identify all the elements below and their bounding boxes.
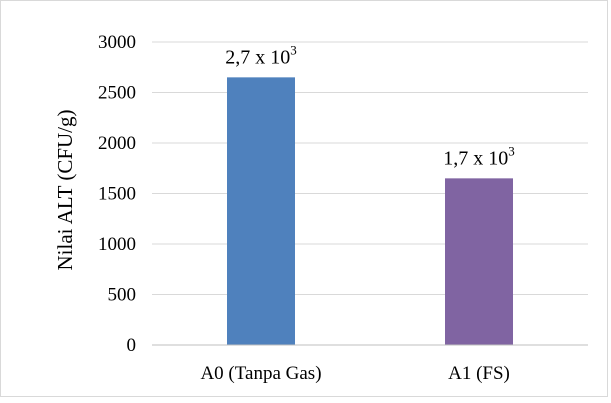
data-label: 1,7 x 103 <box>443 143 515 169</box>
y-tick-label: 0 <box>127 335 137 356</box>
bar-2 <box>445 178 513 345</box>
y-tick-label: 500 <box>108 285 137 306</box>
bars <box>227 77 513 345</box>
y-tick-label: 1000 <box>98 234 136 255</box>
data-label-exponent: 3 <box>508 143 515 158</box>
data-label-base: 2,7 x 10 <box>225 46 290 68</box>
x-category-label: A1 (FS) <box>448 363 510 384</box>
bar-1 <box>227 77 295 345</box>
data-label: 2,7 x 103 <box>225 42 297 68</box>
labels: 0 500 1000 1500 2000 2500 3000 A0 (Tanpa Gas) 2,… <box>98 32 515 384</box>
y-tick-label: 3000 <box>98 32 136 53</box>
y-tick-label: 2000 <box>98 133 136 154</box>
y-axis-title: Nilai ALT (CFU/g) <box>53 109 77 270</box>
y-tick-label: 2500 <box>98 83 136 104</box>
y-tick-label: 1500 <box>98 184 136 205</box>
data-label-base: 1,7 x 10 <box>443 147 508 169</box>
data-label-exponent: 3 <box>290 42 297 57</box>
x-category-label: A0 (Tanpa Gas) <box>200 363 321 384</box>
gridlines <box>152 41 588 295</box>
